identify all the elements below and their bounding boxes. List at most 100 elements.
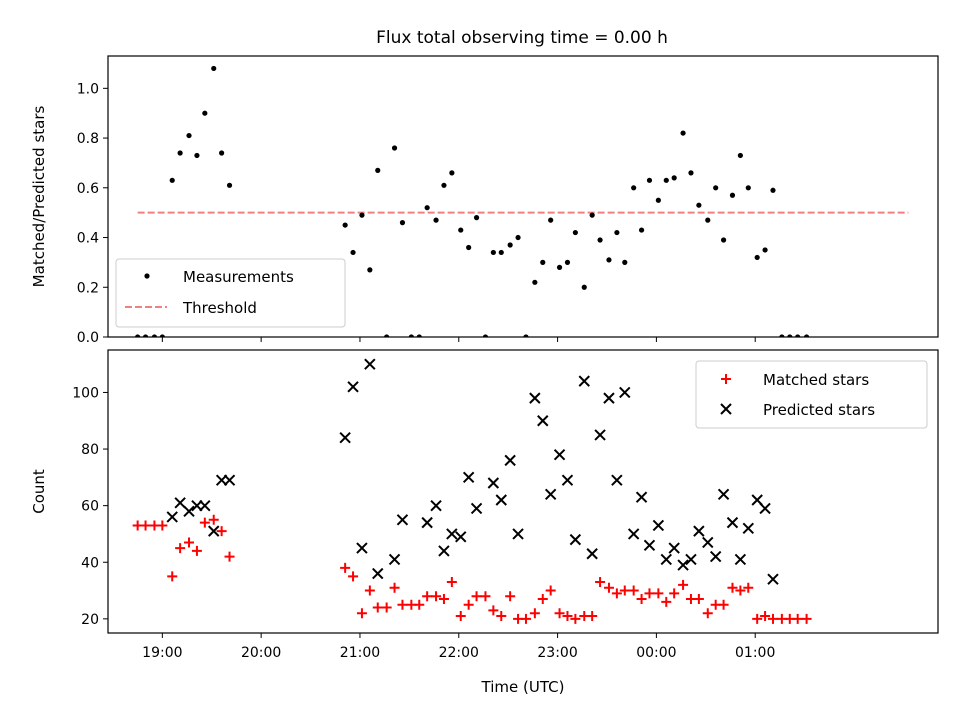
legend-marker-predicted [720,403,732,415]
data-point [482,334,489,337]
data-point-plus [752,613,763,624]
data-point-x [438,545,450,557]
data-point-plus [438,594,449,605]
legend-box [115,258,346,328]
data-point [729,192,736,198]
data-point [597,237,603,243]
data-point [151,334,158,337]
data-point [441,182,447,188]
data-point-plus [644,588,655,599]
data-point [458,227,464,233]
data-point-plus [628,585,639,596]
data-point-plus [216,526,227,537]
data-point-plus [175,543,186,554]
data-point-x [208,525,220,537]
data-point-x [372,567,384,580]
data-point-x [726,516,739,529]
legend-label-predicted: Predicted stars [763,401,875,419]
data-point-plus [488,605,499,616]
data-point-plus [471,591,482,602]
data-point-x [643,539,656,551]
data-point-plus [356,608,367,619]
data-point [408,334,414,337]
data-point-plus [760,611,771,622]
data-point-x [183,505,195,518]
data-point-x [347,381,359,393]
y-tick-label: 40 [81,555,99,571]
data-point-x [668,542,680,554]
legend-box [695,360,928,429]
data-point-x [544,488,557,501]
data-point-x [529,392,541,404]
data-point-plus [199,517,210,528]
data-point-plus [661,596,672,607]
data-point [219,150,225,156]
data-point-plus [140,520,151,531]
data-point-plus [340,562,351,573]
series-predicted-stars [166,358,779,585]
x-tick-label: 00:00 [636,645,676,661]
data-point [787,334,793,337]
y-axis-label: Count [30,469,48,514]
data-point [638,227,645,233]
data-point-plus [414,599,425,610]
data-point [606,257,612,263]
data-point-plus [463,599,474,610]
data-point-plus [611,588,622,599]
data-point-plus [422,591,433,602]
data-point [671,175,677,181]
data-point-x [586,548,598,560]
data-point-plus [496,611,507,622]
data-point-x [652,519,665,532]
data-point-plus [562,611,573,622]
data-point [646,177,653,183]
data-point-plus [792,613,803,624]
y-tick-label: 80 [81,442,99,458]
data-point-plus [669,588,680,599]
x-axis-label: Time (UTC) [481,678,565,696]
y-axis-label: Matched/Predicted stars [30,106,48,288]
data-point-x [199,499,211,512]
data-point-x [356,542,368,554]
data-point-plus [636,594,647,605]
bottom-panel: 20 40 60 80 100 19:00 20:00 21:00 22:00 23:00 00:0… [30,349,939,696]
data-point-x [594,429,606,441]
data-point [194,152,200,159]
data-point-plus [520,613,531,624]
data-point [342,222,348,228]
data-point-x [611,474,623,486]
data-point-plus [191,545,202,556]
data-point [490,249,496,256]
data-point-x [717,488,730,501]
data-point [696,202,702,208]
data-point-x [759,502,771,515]
data-point-x [470,502,483,515]
data-point [705,217,711,223]
data-point-plus [603,582,614,593]
data-point [473,215,480,221]
y-tick-label: 0.4 [77,231,99,247]
data-point [589,212,595,218]
data-point-plus [545,585,556,596]
data-point [680,130,686,136]
legend-marker-measurements [144,273,150,279]
data-point [770,187,776,193]
data-point [795,334,801,337]
y-tick-label: 20 [81,612,99,628]
data-point-x [446,528,458,540]
data-point-plus [446,577,457,588]
data-point [515,234,521,241]
data-point-plus [743,582,754,593]
legend-marker-matched [721,374,731,384]
data-point [135,334,141,337]
data-point [663,177,669,183]
data-point-x [561,474,574,486]
data-point [523,334,529,337]
data-point [688,170,694,176]
data-point-x [767,573,779,585]
data-point [803,334,810,337]
data-point-plus [619,585,630,596]
data-point [424,205,430,211]
